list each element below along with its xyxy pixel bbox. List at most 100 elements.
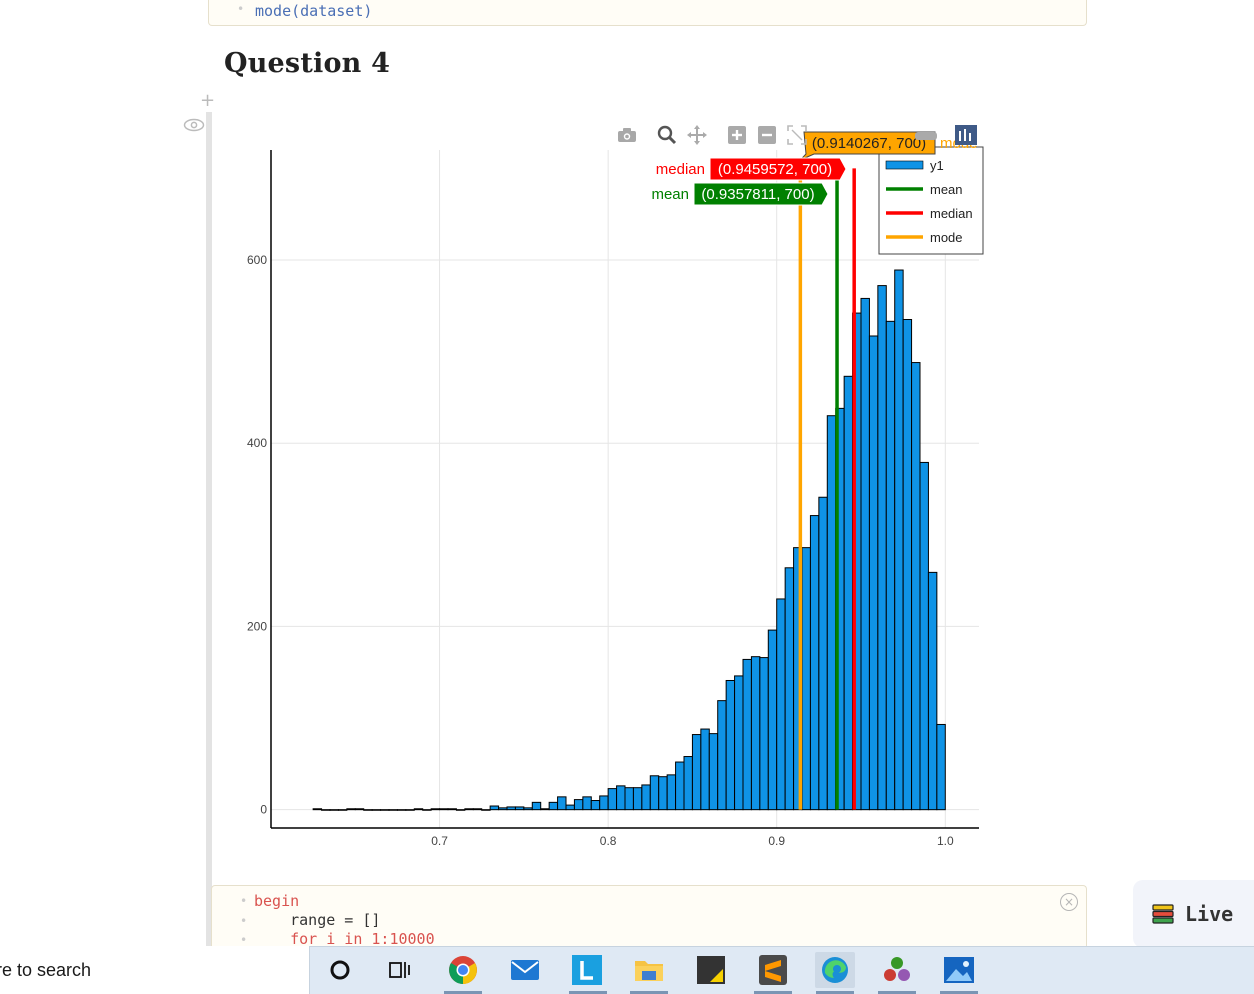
histogram-bar [818, 496, 828, 811]
histogram-bar [481, 809, 491, 811]
photos-icon[interactable] [944, 955, 974, 985]
histogram-bar [514, 806, 525, 811]
histogram-bar [329, 809, 339, 811]
mean-hover-value: (0.9357811, 700) [701, 186, 814, 203]
x-tick-label: 0.8 [600, 834, 617, 848]
histogram-bar [371, 809, 382, 811]
live-docs-panel[interactable]: Live [1133, 880, 1254, 948]
pan-icon[interactable] [686, 124, 708, 146]
histogram-bar [750, 656, 761, 811]
histogram-bar [666, 774, 677, 811]
chrome-icon[interactable] [448, 955, 478, 985]
page-title: Question 4 [224, 48, 391, 79]
histogram-bar [919, 461, 929, 811]
histogram-bar [717, 700, 727, 811]
histogram-bar [413, 808, 424, 811]
histogram-bar [582, 796, 592, 811]
histogram-bar [927, 571, 938, 811]
y-tick-label: 200 [247, 619, 267, 633]
mean-hover-box [693, 182, 829, 206]
zoom-out-icon[interactable] [756, 124, 778, 146]
sticky-notes-icon[interactable] [696, 955, 726, 985]
histogram-bar [902, 319, 913, 811]
zoom-icon[interactable] [656, 124, 678, 146]
code-line: range = [] [254, 911, 381, 929]
julia-icon[interactable] [882, 955, 912, 985]
histogram-bar [439, 808, 449, 811]
histogram-bar [388, 809, 398, 811]
histogram-bar [734, 675, 744, 811]
y-tick-label: 600 [247, 253, 267, 267]
camera-icon[interactable] [616, 124, 638, 146]
plotly-logo-icon[interactable] [955, 124, 977, 146]
sublime-text-icon[interactable] [758, 955, 788, 985]
books-icon [1152, 904, 1174, 924]
median-hover-value: (0.9459572, 700) [718, 161, 832, 178]
y-tick-label: 400 [247, 436, 267, 450]
cortana-icon[interactable] [325, 955, 355, 985]
line-marker: • [240, 933, 248, 947]
zoom-in-icon[interactable] [726, 124, 748, 146]
eye-icon[interactable] [183, 117, 205, 137]
mail-icon[interactable] [510, 955, 540, 985]
histogram-bar [691, 734, 702, 811]
median-hover-name: median [656, 161, 705, 178]
bottom-code-cell[interactable]: • begin • range = [] • for i in 1:10000 [211, 885, 1087, 948]
spike-lines-icon[interactable] [915, 126, 937, 148]
histogram-bar [784, 567, 795, 811]
autoscale-icon[interactable] [786, 124, 808, 146]
mode-hover-box [799, 131, 936, 161]
active-indicator [754, 991, 792, 994]
histogram-bar [641, 784, 651, 811]
histogram-bar [860, 297, 870, 811]
active-indicator [878, 991, 916, 994]
histogram-bar [565, 804, 575, 811]
line-marker: • [240, 894, 248, 908]
histogram-bar [523, 807, 533, 811]
histogram-bar [624, 787, 634, 811]
histogram-bar [658, 776, 668, 811]
histogram-bar [346, 808, 356, 811]
histogram-bar [396, 809, 407, 811]
live-label: Live [1185, 902, 1234, 926]
histogram-bar [607, 788, 618, 811]
mode-hover-value: (0.9140267, 700) [812, 135, 926, 152]
histogram-bar [649, 775, 660, 811]
add-cell-icon[interactable]: + [200, 90, 216, 111]
histogram-bar [826, 415, 837, 811]
legend-label: mode [930, 230, 963, 245]
histogram-bar [801, 547, 811, 811]
histogram-bar [599, 795, 609, 811]
histogram-bar [759, 657, 769, 811]
task-view-icon[interactable] [385, 955, 415, 985]
taskbar-search[interactable]: re to search [0, 946, 310, 994]
histogram-bar [708, 733, 719, 811]
histogram-bar [430, 808, 441, 811]
histogram-bar [683, 756, 693, 811]
top-code-cell[interactable]: • mode(dataset) [208, 0, 1087, 26]
histogram-bar [936, 723, 946, 811]
histogram-bar [557, 796, 567, 811]
histogram-bar [809, 515, 820, 811]
lunacy-icon[interactable] [572, 955, 602, 985]
mean-hover-name: mean [651, 186, 689, 203]
code-line: for i in 1:10000 [254, 930, 435, 948]
code-line: begin [254, 892, 300, 910]
histogram-bar [422, 809, 432, 811]
histogram-bar [548, 801, 559, 811]
legend-label: y1 [930, 158, 944, 173]
histogram-bar [573, 799, 584, 811]
x-tick-label: 0.9 [768, 834, 785, 848]
x-tick-label: 0.7 [431, 834, 448, 848]
histogram-bar [472, 808, 483, 811]
close-icon[interactable]: × [1060, 893, 1078, 911]
histogram-bar [843, 375, 854, 811]
code-line: mode(dataset) [255, 2, 373, 20]
edge-icon[interactable] [815, 952, 855, 988]
line-marker: • [237, 2, 245, 16]
file-explorer-icon[interactable] [634, 955, 664, 985]
active-indicator [630, 991, 668, 994]
histogram-bar [868, 335, 879, 811]
histogram-bar [894, 269, 904, 811]
